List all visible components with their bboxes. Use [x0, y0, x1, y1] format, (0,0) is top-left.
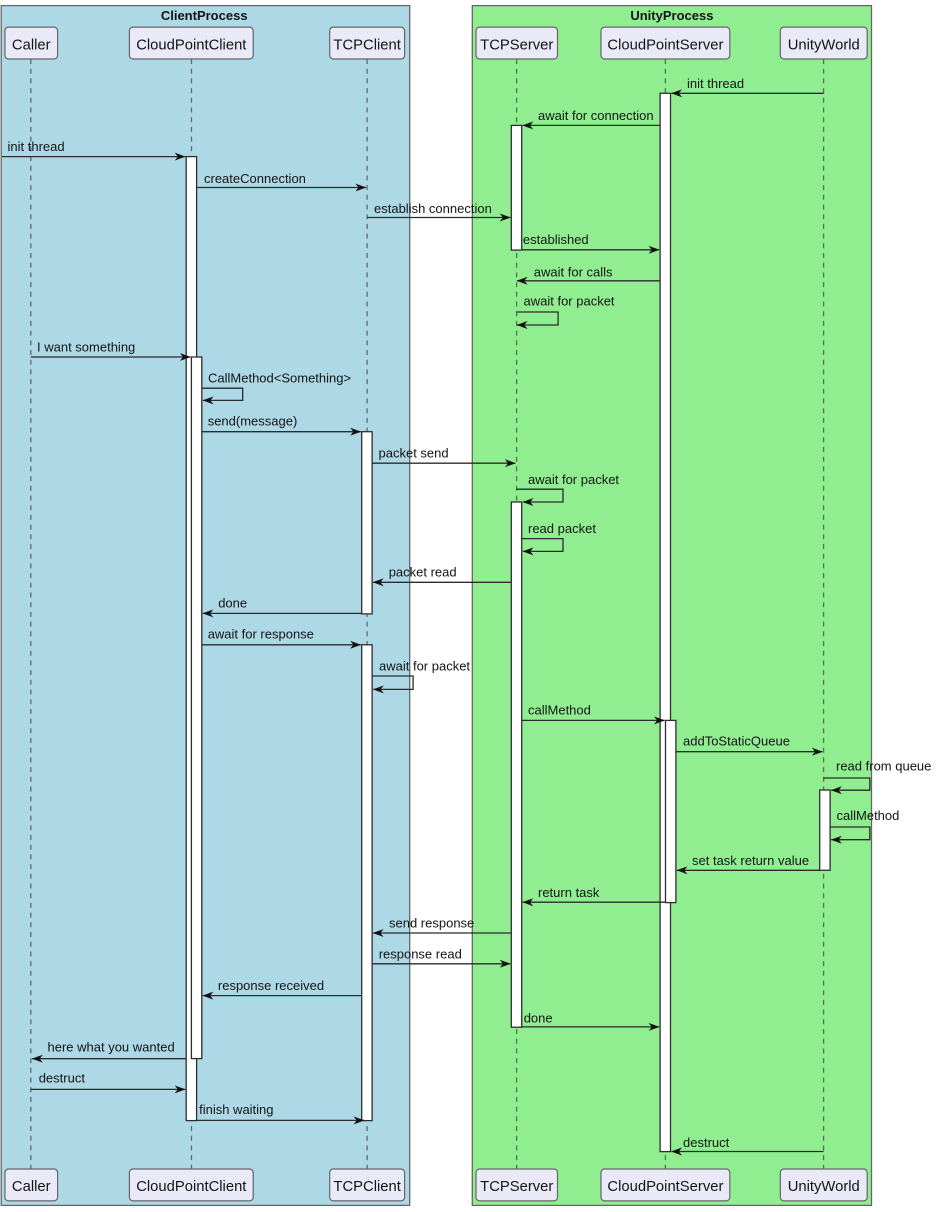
- svg-text:CloudPointClient: CloudPointClient: [136, 37, 246, 53]
- svg-text:read packet: read packet: [528, 521, 596, 536]
- svg-text:destruct: destruct: [683, 1135, 730, 1150]
- svg-text:init thread: init thread: [687, 76, 744, 91]
- svg-text:Caller: Caller: [12, 37, 51, 53]
- svg-text:await for packet: await for packet: [379, 659, 470, 674]
- svg-text:TCPServer: TCPServer: [480, 37, 553, 53]
- svg-text:done: done: [218, 596, 247, 611]
- svg-text:await for response: await for response: [208, 626, 314, 641]
- svg-text:await for packet: await for packet: [528, 472, 619, 487]
- svg-text:CloudPointServer: CloudPointServer: [607, 1179, 723, 1195]
- svg-text:await for packet: await for packet: [524, 293, 615, 308]
- svg-text:response read: response read: [379, 947, 462, 962]
- svg-text:await for calls: await for calls: [534, 264, 613, 279]
- svg-text:done: done: [524, 1011, 553, 1026]
- svg-text:established: established: [523, 232, 589, 247]
- svg-text:return task: return task: [538, 885, 600, 900]
- svg-text:here what you wanted: here what you wanted: [48, 1040, 175, 1055]
- svg-text:read from queue: read from queue: [836, 759, 931, 774]
- svg-text:send response: send response: [389, 916, 474, 931]
- svg-text:CloudPointClient: CloudPointClient: [136, 1179, 246, 1195]
- svg-text:Caller: Caller: [12, 1179, 51, 1195]
- svg-text:TCPServer: TCPServer: [480, 1179, 553, 1195]
- svg-text:finish waiting: finish waiting: [199, 1102, 273, 1117]
- svg-text:I want something: I want something: [37, 340, 135, 355]
- svg-text:createConnection: createConnection: [204, 171, 306, 186]
- svg-text:response received: response received: [218, 978, 324, 993]
- svg-text:packet read: packet read: [389, 565, 457, 580]
- svg-text:callMethod: callMethod: [837, 808, 900, 823]
- svg-text:set task return value: set task return value: [692, 853, 809, 868]
- svg-text:CloudPointServer: CloudPointServer: [607, 37, 723, 53]
- svg-text:UnityProcess: UnityProcess: [630, 8, 713, 23]
- svg-text:init thread: init thread: [8, 139, 65, 154]
- svg-text:TCPClient: TCPClient: [333, 37, 400, 53]
- svg-text:TCPClient: TCPClient: [333, 1179, 400, 1195]
- svg-text:callMethod: callMethod: [528, 703, 591, 718]
- svg-text:ClientProcess: ClientProcess: [161, 8, 248, 23]
- svg-text:destruct: destruct: [39, 1071, 86, 1086]
- svg-text:CallMethod<Something>: CallMethod<Something>: [208, 371, 351, 386]
- svg-text:UnityWorld: UnityWorld: [788, 1179, 860, 1195]
- svg-text:await for connection: await for connection: [538, 108, 654, 123]
- svg-text:packet send: packet send: [379, 446, 449, 461]
- svg-text:UnityWorld: UnityWorld: [788, 37, 860, 53]
- svg-text:send(message): send(message): [208, 414, 298, 429]
- svg-text:addToStaticQueue: addToStaticQueue: [683, 733, 790, 748]
- svg-text:establish connection: establish connection: [374, 201, 492, 216]
